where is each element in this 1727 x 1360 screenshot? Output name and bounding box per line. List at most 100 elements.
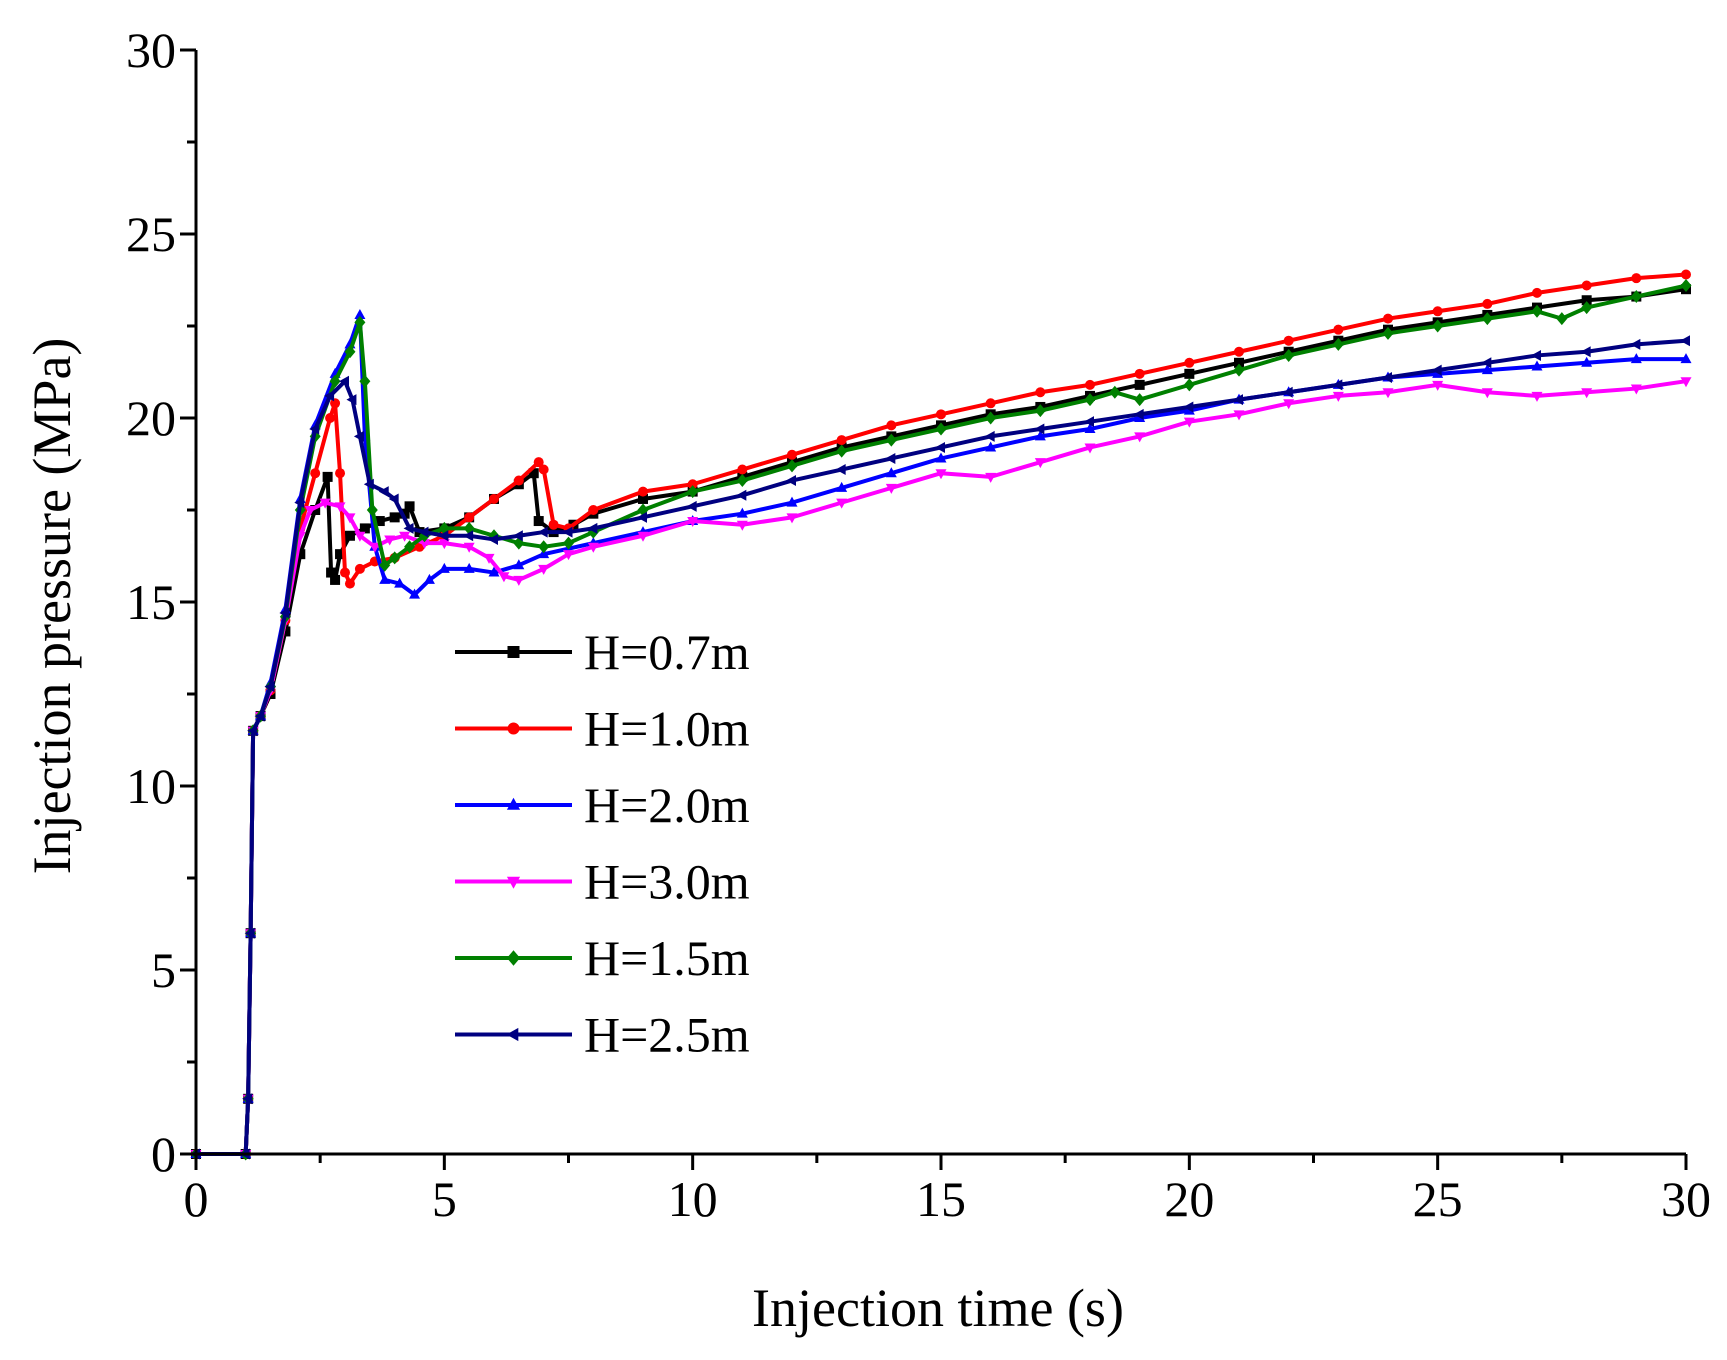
data-point	[786, 513, 798, 524]
data-point	[985, 441, 997, 452]
data-point	[363, 478, 374, 490]
legend-swatch-marker	[506, 950, 521, 966]
data-point	[384, 535, 396, 546]
data-point	[587, 522, 598, 534]
data-point	[1383, 313, 1393, 324]
data-point	[354, 563, 365, 574]
data-point	[346, 394, 357, 406]
y-tick-label: 5	[151, 942, 176, 998]
data-point	[538, 564, 550, 575]
legend-label: H=0.7m	[584, 624, 750, 680]
data-point	[935, 441, 945, 453]
data-point	[438, 530, 449, 542]
data-point	[1481, 388, 1493, 399]
data-point	[264, 681, 275, 693]
data-point	[1233, 363, 1245, 377]
data-point	[1034, 423, 1045, 435]
data-point	[404, 540, 416, 554]
x-tick-label: 0	[184, 1171, 209, 1227]
data-point	[1482, 298, 1493, 309]
data-point	[354, 531, 366, 542]
legend-item: H=0.7m	[455, 624, 750, 680]
y-tick-label: 10	[126, 758, 176, 814]
data-point	[254, 710, 265, 722]
data-point	[310, 505, 321, 515]
data-point	[687, 485, 699, 499]
y-tick-label: 20	[126, 390, 176, 446]
data-point	[1332, 379, 1343, 391]
data-point	[1034, 430, 1046, 441]
data-point	[329, 374, 341, 388]
data-point	[344, 513, 356, 524]
data-point	[1283, 348, 1295, 362]
data-point	[1183, 378, 1195, 392]
data-point	[736, 507, 748, 518]
data-point	[513, 559, 525, 570]
data-point	[244, 927, 255, 939]
data-point	[686, 500, 697, 512]
legend-label: H=1.0m	[584, 701, 750, 757]
data-point	[389, 551, 401, 565]
data-point	[438, 539, 450, 550]
data-point	[379, 558, 391, 572]
data-point	[498, 572, 510, 583]
data-point	[369, 542, 381, 553]
data-point	[423, 573, 435, 584]
series-h-2-0m	[190, 308, 1692, 1158]
legend-label: H=2.5m	[584, 1007, 750, 1063]
series-h-2-5m	[190, 335, 1690, 1160]
data-point	[786, 459, 798, 473]
y-tick-label: 15	[126, 574, 176, 630]
data-point	[985, 472, 997, 483]
data-point	[1531, 349, 1541, 361]
data-point	[687, 517, 699, 528]
data-point	[324, 390, 335, 402]
y-axis-title: Injection pressure (MPa)	[22, 338, 82, 875]
data-point	[1034, 458, 1046, 469]
data-point	[1631, 273, 1642, 284]
axes: 0 5 10 15 20 25 30 0 5 10 15 20 25 30	[126, 22, 1711, 1227]
data-point	[1084, 416, 1094, 428]
data-point	[787, 449, 797, 460]
data-point	[330, 398, 341, 409]
legend-item: H=2.0m	[455, 777, 750, 833]
series-line	[196, 287, 1687, 1156]
data-point	[1630, 384, 1642, 395]
data-point	[1531, 360, 1543, 371]
data-point	[404, 501, 415, 512]
data-point	[835, 464, 846, 476]
data-point	[295, 549, 306, 560]
data-point	[1531, 304, 1543, 318]
data-point	[489, 493, 499, 504]
legend-swatch-marker	[507, 646, 520, 658]
data-point	[638, 493, 648, 504]
data-point	[1233, 394, 1243, 406]
legend-item: H=1.0m	[455, 701, 750, 757]
legend-label: H=3.0m	[584, 854, 750, 910]
data-point	[1581, 356, 1593, 367]
x-axis-title: Injection time (s)	[752, 1278, 1124, 1338]
data-point	[1134, 379, 1145, 390]
data-point	[1134, 432, 1146, 443]
data-point	[388, 493, 399, 505]
data-point	[1581, 388, 1593, 399]
data-point	[1580, 346, 1591, 358]
data-point	[374, 516, 385, 527]
legend-item: H=2.5m	[455, 1007, 750, 1063]
data-point	[637, 511, 647, 523]
legend-swatch-marker	[506, 876, 521, 889]
data-point	[304, 506, 316, 516]
data-point	[1283, 399, 1295, 410]
legend-label: H=2.0m	[584, 777, 750, 833]
data-point	[885, 433, 897, 447]
data-point	[1680, 353, 1692, 364]
data-point	[438, 562, 450, 573]
data-point	[334, 502, 346, 513]
data-point	[418, 539, 430, 550]
data-point	[1183, 401, 1194, 413]
data-point	[1184, 357, 1195, 368]
x-tick-label: 15	[916, 1171, 966, 1227]
data-point	[1556, 312, 1568, 326]
data-point	[409, 588, 421, 599]
data-point	[885, 452, 896, 464]
